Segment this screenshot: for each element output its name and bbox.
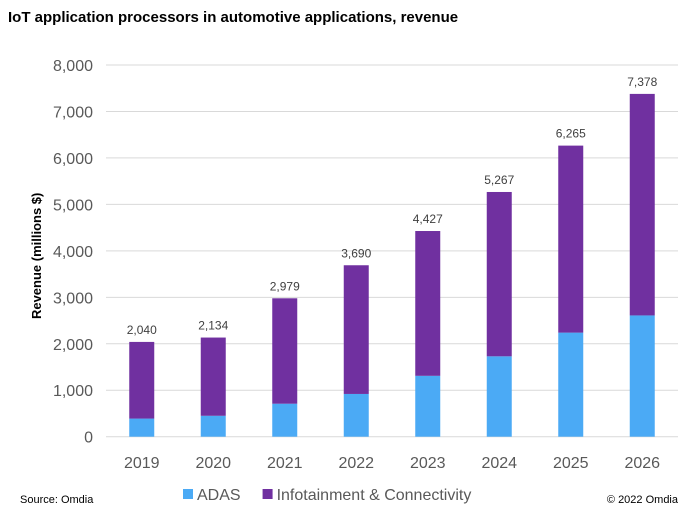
x-tick-label: 2022 [338,455,374,472]
total-label-2021: 2,979 [270,279,300,293]
bar-adas-2023 [415,375,441,437]
x-tick-label: 2020 [195,455,231,472]
bar-infotainment-2025 [558,145,584,333]
bar-adas-2020 [200,415,226,437]
legend-swatch-infotainment [262,489,273,499]
total-label-2023: 4,427 [413,212,443,226]
total-label-2022: 3,690 [341,246,371,260]
y-tick-label: 8,000 [53,58,93,75]
y-tick-label: 5,000 [53,197,93,214]
chart-title: IoT application processors in automotive… [8,9,459,26]
legend-label-adas: ADAS [197,487,241,504]
bar-infotainment-2020 [200,337,226,416]
total-label-2024: 5,267 [484,173,514,187]
y-tick-label: 7,000 [53,104,93,121]
bar-adas-2024 [486,356,512,437]
x-tick-label: 2021 [267,455,303,472]
total-label-2025: 6,265 [556,127,586,141]
bar-adas-2022 [343,393,369,437]
y-tick-label: 2,000 [53,337,93,354]
total-label-2019: 2,040 [127,323,157,337]
legend-label-infotainment: Infotainment & Connectivity [277,487,472,504]
y-tick-label: 1,000 [53,383,93,400]
y-tick-label: 4,000 [53,244,93,261]
y-tick-label: 3,000 [53,290,93,307]
x-tick-label: 2023 [410,455,446,472]
bar-infotainment-2021 [272,298,298,404]
x-tick-label: 2024 [481,455,517,472]
total-label-2026: 7,378 [627,75,657,89]
bar-adas-2025 [558,332,584,437]
x-tick-label: 2025 [553,455,589,472]
y-tick-label: 0 [84,430,93,447]
bar-adas-2026 [629,315,655,437]
bar-adas-2021 [272,403,298,437]
source-note: Source: Omdia [20,494,94,506]
bar-infotainment-2022 [343,265,369,394]
y-axis-title: Revenue (millions $) [29,193,44,319]
bar-infotainment-2024 [486,191,512,357]
copyright-note: © 2022 Omdia [606,494,678,506]
bar-infotainment-2026 [629,93,655,316]
total-label-2020: 2,134 [198,319,228,333]
bar-infotainment-2019 [129,341,155,419]
bar-infotainment-2023 [415,231,441,376]
y-tick-label: 6,000 [53,151,93,168]
legend-swatch-adas [183,489,193,499]
x-tick-label: 2026 [624,455,660,472]
bar-adas-2019 [129,418,155,437]
x-tick-label: 2019 [124,455,160,472]
